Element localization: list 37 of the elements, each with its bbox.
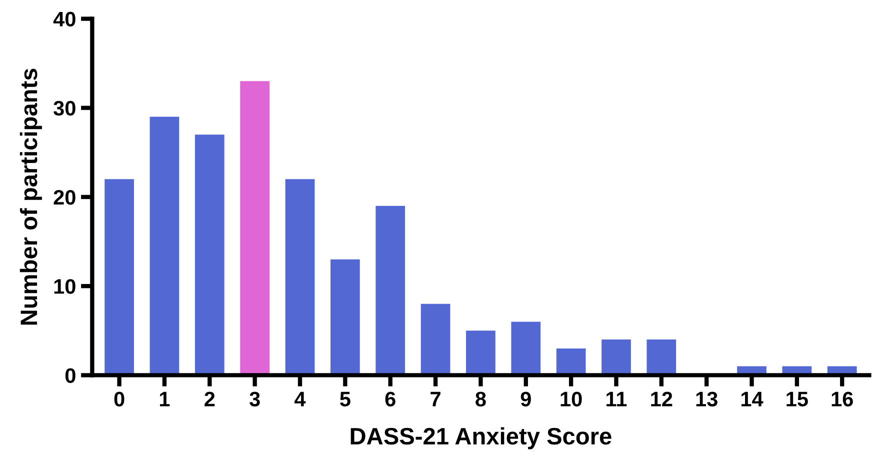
x-tick-label: 0 bbox=[114, 392, 124, 406]
y-tick-label: 30 bbox=[54, 100, 76, 116]
x-tick-label: 11 bbox=[606, 392, 627, 406]
x-tick-label: 4 bbox=[294, 392, 306, 406]
x-tick-label: 7 bbox=[430, 392, 440, 406]
bar bbox=[602, 340, 631, 376]
bar bbox=[511, 322, 541, 376]
y-tick-label: 10 bbox=[54, 279, 76, 294]
x-tick-label: 6 bbox=[385, 392, 396, 406]
x-tick-label: 14 bbox=[741, 392, 764, 406]
bar bbox=[240, 81, 270, 376]
x-tick-label: 5 bbox=[340, 392, 350, 406]
x-tick-label: 3 bbox=[250, 392, 260, 407]
bar bbox=[376, 206, 406, 376]
y-axis-title: Number of participants bbox=[20, 68, 42, 325]
x-tick-label: 1 bbox=[160, 392, 170, 406]
bar bbox=[466, 330, 496, 376]
x-tick-label: 15 bbox=[786, 392, 808, 406]
x-tick-label: 16 bbox=[832, 392, 853, 406]
x-tick-label: 13 bbox=[696, 392, 718, 407]
bar bbox=[646, 340, 676, 376]
x-tick-label: 10 bbox=[560, 392, 582, 406]
bar bbox=[285, 179, 315, 376]
x-tick-label: 12 bbox=[651, 392, 672, 406]
bar bbox=[420, 304, 450, 376]
y-tick-label: 0 bbox=[65, 368, 76, 383]
bar bbox=[150, 116, 180, 376]
bar bbox=[104, 179, 134, 376]
bar bbox=[556, 348, 586, 376]
bar bbox=[330, 259, 360, 376]
x-tick-label: 8 bbox=[476, 392, 486, 406]
x-tick-label: 9 bbox=[520, 392, 531, 406]
y-tick-label: 20 bbox=[54, 190, 76, 205]
bar bbox=[194, 134, 224, 376]
x-axis-title: DASS-21 Anxiety Score bbox=[350, 427, 612, 450]
x-tick-label: 2 bbox=[204, 392, 215, 406]
y-tick-label: 40 bbox=[53, 12, 76, 27]
